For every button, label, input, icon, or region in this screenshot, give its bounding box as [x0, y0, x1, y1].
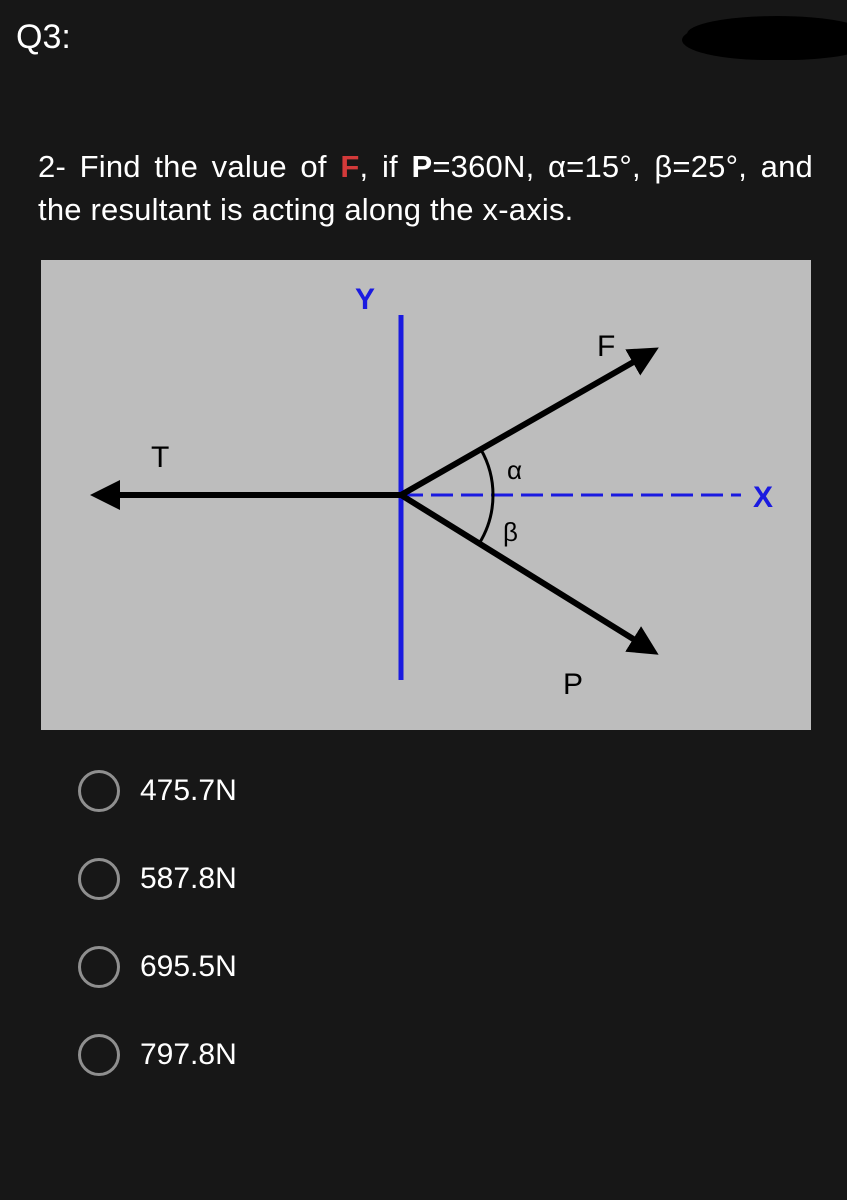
symbol-p: P [411, 149, 432, 184]
question-prompt: 2- Find the value of F, if P=360N, α=15°… [38, 145, 813, 232]
radio-icon[interactable] [78, 858, 120, 900]
svg-text:X: X [753, 481, 773, 514]
svg-text:α: α [507, 455, 522, 485]
force-diagram: Y X T F Pα β [41, 260, 811, 730]
symbol-f: F [340, 149, 359, 184]
option-0[interactable]: 475.7N [78, 770, 813, 812]
option-label: 695.5N [140, 950, 237, 984]
svg-text:Y: Y [355, 283, 375, 316]
radio-icon[interactable] [78, 946, 120, 988]
svg-text:P: P [563, 668, 583, 701]
option-label: 797.8N [140, 1038, 237, 1072]
radio-icon[interactable] [78, 1034, 120, 1076]
svg-text:T: T [151, 441, 169, 474]
option-label: 587.8N [140, 862, 237, 896]
svg-text:β: β [503, 517, 518, 547]
radio-icon[interactable] [78, 770, 120, 812]
option-2[interactable]: 695.5N [78, 946, 813, 988]
prompt-mid1: , if [359, 149, 411, 184]
question-card: 2- Find the value of F, if P=360N, α=15°… [18, 127, 829, 1142]
answer-options: 475.7N 587.8N 695.5N 797.8N [78, 770, 813, 1076]
svg-text:F: F [597, 330, 615, 363]
option-1[interactable]: 587.8N [78, 858, 813, 900]
option-3[interactable]: 797.8N [78, 1034, 813, 1076]
option-label: 475.7N [140, 774, 237, 808]
prompt-prefix: 2- Find the value of [38, 149, 340, 184]
redaction-scribble [667, 6, 847, 76]
